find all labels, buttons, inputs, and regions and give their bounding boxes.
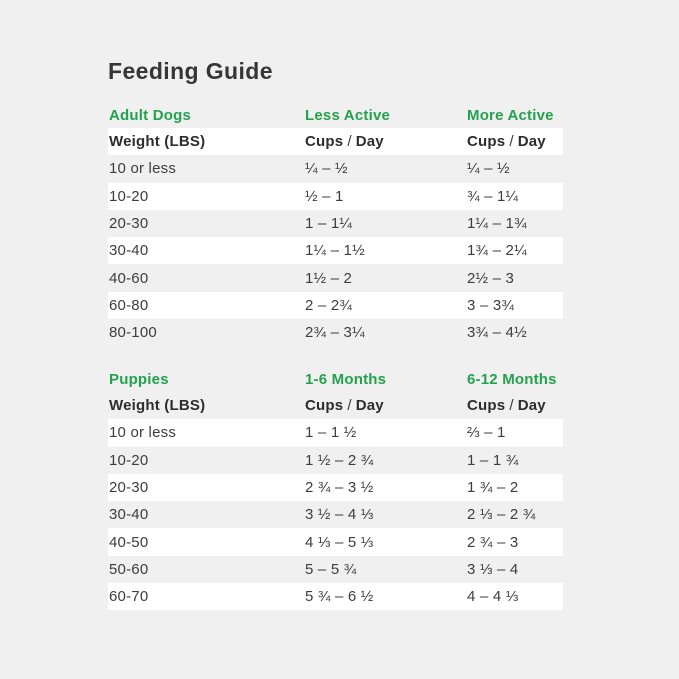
- column-header-more-active: More Active: [467, 106, 554, 124]
- weight-lbs-header: Weight (LBS): [109, 397, 206, 415]
- slash-separator: /: [347, 397, 352, 415]
- weight-range-cell: 10 or less: [109, 160, 177, 178]
- cups-per-day-header: Cups / Day: [305, 397, 467, 414]
- months-6-12-cups-cell: 2 ¾ – 3: [467, 533, 519, 551]
- slash-separator: /: [509, 397, 514, 415]
- day-label: Day: [355, 397, 384, 415]
- table-row: 50-60 5 – 5 ¾ 3 ⅓ – 4: [108, 556, 563, 583]
- section-header-adult-dogs: Adult Dogs: [109, 106, 191, 124]
- page-title: Feeding Guide: [108, 58, 273, 84]
- adult-subheader-row: Weight (LBS) Cups / Day Cups / Day: [108, 128, 563, 156]
- months-6-12-cups-cell: 2 ⅓ – 2 ¾: [467, 506, 536, 524]
- cups-label: Cups: [305, 133, 344, 151]
- more-active-cups-cell: 3 – 3¾: [467, 296, 515, 314]
- months-6-12-cups-cell: 1 – 1 ¾: [467, 451, 519, 469]
- column-header-less-active: Less Active: [305, 106, 391, 124]
- table-row: 20-30 2 ¾ – 3 ½ 1 ¾ – 2: [108, 473, 563, 502]
- column-header-6-12-months: 6-12 Months: [467, 370, 557, 388]
- more-active-cups-cell: ¼ – ½: [467, 160, 510, 178]
- table-row: 10-20 1 ½ – 2 ¾ 1 – 1 ¾: [108, 447, 563, 474]
- table-row: 20-30 1 – 1¼ 1¼ – 1¾: [108, 210, 563, 237]
- adult-section-header-row: Adult Dogs Less Active More Active: [108, 102, 563, 128]
- puppies-section: Puppies 1-6 Months 6-12 Months Weight (L…: [108, 366, 563, 611]
- weight-range-cell: 10-20: [109, 451, 149, 469]
- weight-range-cell: 60-70: [109, 588, 149, 606]
- more-active-cups-cell: 3¾ – 4½: [467, 324, 527, 342]
- day-label: Day: [517, 133, 546, 151]
- months-6-12-cups-cell: 4 – 4 ⅓: [467, 588, 519, 606]
- months-6-12-cups-cell: ⅔ – 1: [467, 424, 506, 442]
- weight-range-cell: 80-100: [109, 324, 157, 342]
- puppies-subheader-row: Weight (LBS) Cups / Day Cups / Day: [108, 392, 563, 419]
- weight-range-cell: 30-40: [109, 242, 149, 260]
- weight-range-cell: 40-50: [109, 533, 149, 551]
- table-row: 10-20 ½ – 1 ¾ – 1¼: [108, 182, 563, 210]
- less-active-cups-cell: 1¼ – 1½: [305, 242, 365, 260]
- slash-separator: /: [347, 133, 352, 151]
- table-row: 10 or less ¼ – ½ ¼ – ½: [108, 155, 563, 182]
- weight-range-cell: 10-20: [109, 187, 149, 205]
- table-row: 40-50 4 ⅓ – 5 ⅓ 2 ¾ – 3: [108, 528, 563, 556]
- weight-range-cell: 50-60: [109, 560, 149, 578]
- slash-separator: /: [509, 133, 514, 151]
- cups-label: Cups: [467, 133, 506, 151]
- cups-per-day-header: Cups / Day: [467, 133, 563, 150]
- weight-range-cell: 20-30: [109, 479, 149, 497]
- cups-per-day-header: Cups / Day: [305, 133, 467, 150]
- months-6-12-cups-cell: 3 ⅓ – 4: [467, 560, 519, 578]
- adult-dogs-section: Adult Dogs Less Active More Active Weigh…: [108, 102, 563, 346]
- less-active-cups-cell: 1 – 1¼: [305, 215, 353, 233]
- more-active-cups-cell: ¾ – 1¼: [467, 187, 519, 205]
- less-active-cups-cell: ¼ – ½: [305, 160, 348, 178]
- table-row: 30-40 1¼ – 1½ 1¾ – 2¼: [108, 237, 563, 265]
- less-active-cups-cell: ½ – 1: [305, 187, 344, 205]
- table-row: 10 or less 1 – 1 ½ ⅔ – 1: [108, 419, 563, 447]
- weight-range-cell: 60-80: [109, 296, 149, 314]
- weight-range-cell: 40-60: [109, 269, 149, 287]
- cups-label: Cups: [305, 397, 344, 415]
- months-1-6-cups-cell: 5 ¾ – 6 ½: [305, 588, 374, 606]
- table-row: 40-60 1½ – 2 2½ – 3: [108, 264, 563, 291]
- puppies-section-header-row: Puppies 1-6 Months 6-12 Months: [108, 366, 563, 392]
- section-header-puppies: Puppies: [109, 370, 169, 388]
- more-active-cups-cell: 2½ – 3: [467, 269, 515, 287]
- cups-label: Cups: [467, 397, 506, 415]
- less-active-cups-cell: 1½ – 2: [305, 269, 353, 287]
- column-header-1-6-months: 1-6 Months: [305, 370, 387, 388]
- table-row: 80-100 2¾ – 3¼ 3¾ – 4½: [108, 319, 563, 346]
- weight-range-cell: 20-30: [109, 215, 149, 233]
- weight-lbs-header: Weight (LBS): [109, 133, 206, 151]
- day-label: Day: [355, 133, 384, 151]
- months-1-6-cups-cell: 4 ⅓ – 5 ⅓: [305, 533, 374, 551]
- less-active-cups-cell: 2 – 2¾: [305, 296, 353, 314]
- more-active-cups-cell: 1¼ – 1¾: [467, 215, 527, 233]
- table-row: 60-70 5 ¾ – 6 ½ 4 – 4 ⅓: [108, 583, 563, 611]
- table-row: 60-80 2 – 2¾ 3 – 3¾: [108, 291, 563, 320]
- weight-range-cell: 10 or less: [109, 424, 177, 442]
- months-1-6-cups-cell: 1 – 1 ½: [305, 424, 357, 442]
- months-6-12-cups-cell: 1 ¾ – 2: [467, 479, 519, 497]
- weight-range-cell: 30-40: [109, 506, 149, 524]
- table-row: 30-40 3 ½ – 4 ⅓ 2 ⅓ – 2 ¾: [108, 501, 563, 528]
- months-1-6-cups-cell: 1 ½ – 2 ¾: [305, 451, 374, 469]
- more-active-cups-cell: 1¾ – 2¼: [467, 242, 527, 260]
- months-1-6-cups-cell: 2 ¾ – 3 ½: [305, 479, 374, 497]
- less-active-cups-cell: 2¾ – 3¼: [305, 324, 365, 342]
- months-1-6-cups-cell: 5 – 5 ¾: [305, 560, 357, 578]
- months-1-6-cups-cell: 3 ½ – 4 ⅓: [305, 506, 374, 524]
- cups-per-day-header: Cups / Day: [467, 397, 563, 414]
- day-label: Day: [517, 397, 546, 415]
